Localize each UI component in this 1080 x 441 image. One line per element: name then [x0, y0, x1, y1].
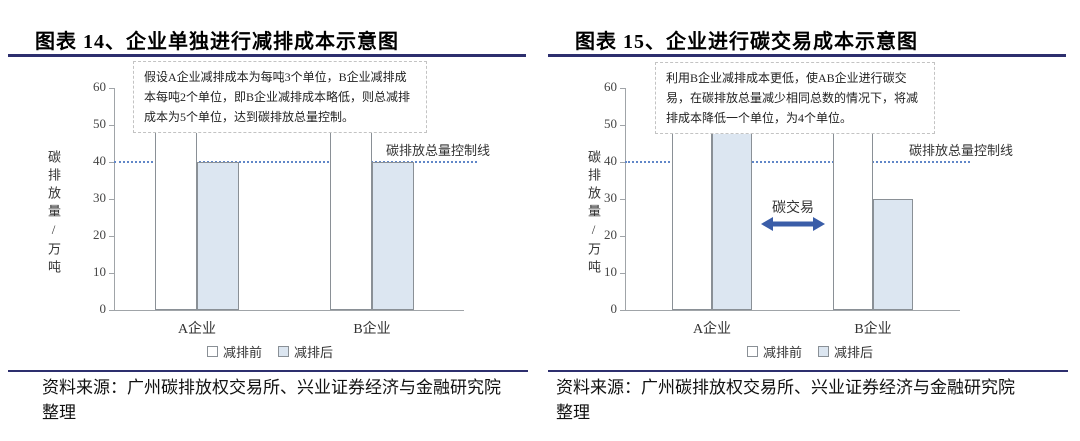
control-line-label: 碳排放总量控制线 — [385, 143, 490, 158]
category-label: A企业 — [177, 322, 217, 337]
chart-legend: 减排前 减排后 — [600, 342, 1020, 361]
annotation-box: 利用B企业减排成本更低，使AB企业进行碳交易，在碳排放总量减少相同总数的情况下，… — [655, 62, 935, 134]
legend-swatch-before — [206, 346, 218, 357]
y-tick-label: 40 — [604, 153, 617, 168]
legend-swatch-after — [818, 346, 829, 357]
y-tick-label: 10 — [93, 264, 106, 279]
legend-item-after: 减排后 — [278, 342, 333, 361]
y-tick-mark — [109, 88, 114, 89]
y-tick-mark — [109, 236, 114, 237]
legend-item-after: 减排后 — [818, 342, 873, 361]
bar-A企业-减排前 — [672, 125, 712, 310]
plot-area: 0 10 20 30 40 50 60 A企业 B企业 — [0, 58, 540, 370]
bar-A企业-减排后 — [712, 125, 752, 310]
y-tick-mark — [620, 310, 625, 311]
title-underline — [8, 54, 526, 57]
y-tick-label: 20 — [604, 227, 617, 242]
y-tick-label: 50 — [604, 116, 617, 131]
legend-label-after: 减排后 — [294, 345, 334, 360]
figure-15-panel: 图表 15、企业进行碳交易成本示意图 0 10 20 30 40 50 60 A企业 B企业 利… — [540, 0, 1080, 441]
y-tick-label: 40 — [93, 153, 106, 168]
source-note: 资料来源：广州碳排放权交易所、兴业证券经济与金融研究院整理 — [42, 378, 501, 422]
category-label: B企业 — [353, 322, 391, 337]
y-tick-mark — [620, 88, 625, 89]
legend-label-before: 减排前 — [762, 345, 802, 360]
y-tick-label: 60 — [604, 79, 617, 94]
plot-area: 0 10 20 30 40 50 60 A企业 B企业 — [540, 58, 1080, 370]
annotation-box: 假设A企业减排成本为每吨3个单位，B企业减排成本每吨2个单位，即B企业减排成本略… — [133, 61, 427, 133]
bar-B企业-减排前 — [833, 125, 873, 310]
y-tick-label: 30 — [93, 190, 106, 205]
y-axis-line — [625, 88, 626, 310]
y-tick-mark — [620, 273, 625, 274]
chart-legend: 减排前 减排后 — [60, 342, 480, 361]
y-axis-line — [114, 88, 115, 310]
carbon-trade-label: 碳交易 — [772, 201, 814, 216]
bar-A企业-减排前 — [155, 125, 197, 310]
x-axis-line — [625, 310, 960, 311]
y-axis-title: 碳排放量/万吨 — [586, 150, 601, 278]
y-tick-mark — [109, 273, 114, 274]
bar-A企业-减排后 — [197, 162, 239, 310]
legend-item-before: 减排前 — [206, 342, 262, 361]
x-axis-line — [114, 310, 464, 311]
y-tick-label: 10 — [604, 264, 617, 279]
legend-swatch-after — [278, 346, 289, 357]
y-tick-label: 0 — [99, 301, 107, 316]
y-tick-label: 20 — [93, 227, 106, 242]
footer-divider — [548, 370, 1068, 372]
y-tick-mark — [620, 125, 625, 126]
y-tick-label: 0 — [610, 301, 618, 316]
double-arrow-icon — [761, 217, 825, 231]
bar-B企业-减排后 — [873, 199, 913, 310]
control-line — [625, 161, 970, 163]
y-tick-mark — [620, 199, 625, 200]
y-tick-mark — [620, 162, 625, 163]
y-tick-label: 50 — [93, 116, 106, 131]
y-axis-title: 碳排放量/万吨 — [46, 150, 61, 278]
y-tick-mark — [620, 236, 625, 237]
legend-swatch-before — [746, 346, 758, 357]
legend-label-before: 减排前 — [222, 345, 262, 360]
y-tick-mark — [109, 310, 114, 311]
y-tick-mark — [109, 125, 114, 126]
figure-14-panel: 图表 14、企业单独进行减排成本示意图 0 10 20 30 40 50 60 A企业 B企业 … — [0, 31, 540, 422]
y-tick-mark — [109, 199, 114, 200]
category-label: B企业 — [854, 322, 892, 337]
source-note: 资料来源：广州碳排放权交易所、兴业证券经济与金融研究院整理 — [556, 378, 1015, 422]
title-underline — [548, 54, 1066, 57]
category-label: A企业 — [692, 322, 732, 337]
y-tick-label: 60 — [93, 79, 106, 94]
bar-B企业-减排后 — [372, 162, 414, 310]
legend-label-after: 减排后 — [834, 345, 874, 360]
bar-B企业-减排前 — [330, 125, 372, 310]
control-line-label: 碳排放总量控制线 — [908, 143, 1013, 158]
y-tick-label: 30 — [604, 190, 617, 205]
y-tick-mark — [109, 162, 114, 163]
control-line — [114, 161, 477, 163]
figure-15-chart: 0 10 20 30 40 50 60 A企业 B企业 利用B企业减排成本更低，使AB企业进行碳… — [540, 58, 1080, 370]
figure-14-title: 图表 14、企业单独进行减排成本示意图 — [35, 31, 399, 53]
figure-15-title: 图表 15、企业进行碳交易成本示意图 — [575, 31, 918, 53]
legend-item-before: 减排前 — [746, 342, 802, 361]
footer-divider — [8, 370, 528, 372]
figure-14-chart: 0 10 20 30 40 50 60 A企业 B企业 假设A企业减排成本为每吨3个单位，B企业… — [0, 58, 540, 370]
